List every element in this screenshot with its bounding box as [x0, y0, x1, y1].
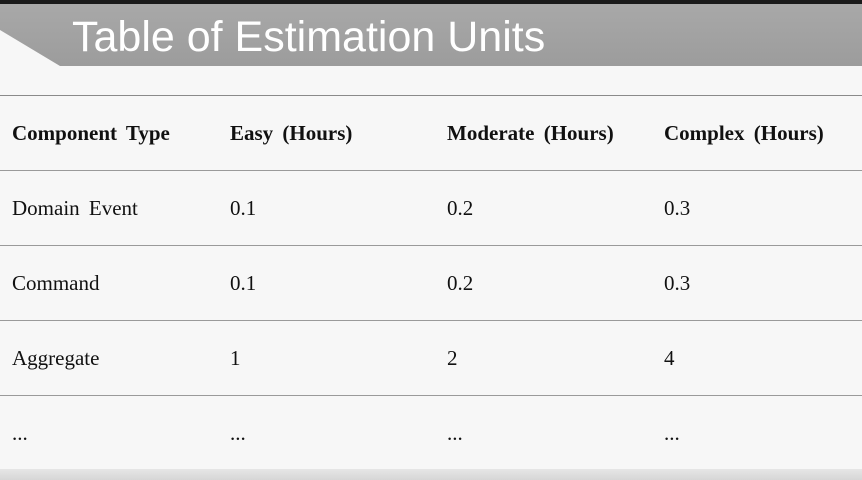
header-component-type: Component Type — [0, 95, 218, 171]
cell-easy: 0.1 — [218, 170, 435, 246]
cell-component-type: ... — [0, 395, 218, 471]
header-complex-hours: Complex (Hours) — [652, 95, 862, 171]
table-row: ... ... ... ... — [0, 395, 862, 471]
bottom-edge-shade — [0, 469, 862, 480]
cell-easy: 1 — [218, 320, 435, 396]
estimation-units-table: Component Type Easy (Hours) Moderate (Ho… — [0, 95, 862, 471]
cell-complex: ... — [652, 395, 862, 471]
title-band — [0, 0, 862, 66]
table-row: Aggregate 1 2 4 — [0, 320, 862, 396]
cell-component-type: Domain Event — [0, 170, 218, 246]
cell-moderate: 0.2 — [435, 170, 652, 246]
slide-title: Table of Estimation Units — [72, 13, 546, 61]
cell-complex: 0.3 — [652, 170, 862, 246]
cell-easy: 0.1 — [218, 245, 435, 321]
table-row: Command 0.1 0.2 0.3 — [0, 245, 862, 321]
cell-component-type: Aggregate — [0, 320, 218, 396]
cell-complex: 0.3 — [652, 245, 862, 321]
cell-moderate: 2 — [435, 320, 652, 396]
table-header-row: Component Type Easy (Hours) Moderate (Ho… — [0, 95, 862, 171]
cell-moderate: 0.2 — [435, 245, 652, 321]
header-easy-hours: Easy (Hours) — [218, 95, 435, 171]
title-band-corner — [0, 30, 60, 66]
header-moderate-hours: Moderate (Hours) — [435, 95, 652, 171]
cell-complex: 4 — [652, 320, 862, 396]
cell-moderate: ... — [435, 395, 652, 471]
table-row: Domain Event 0.1 0.2 0.3 — [0, 170, 862, 246]
cell-easy: ... — [218, 395, 435, 471]
top-edge-shadow — [0, 0, 862, 4]
cell-component-type: Command — [0, 245, 218, 321]
